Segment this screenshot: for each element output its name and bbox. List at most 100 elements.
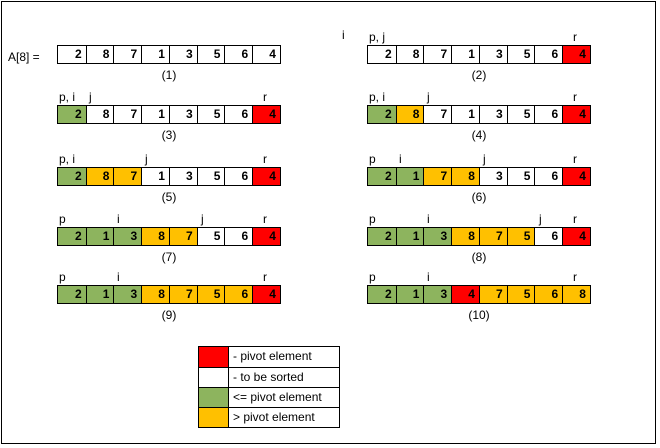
array-cell: 7 [423, 106, 452, 123]
array-cell: 4 [451, 286, 479, 303]
array-cell: 4 [562, 106, 590, 123]
array-cell: 4 [252, 46, 280, 63]
pointer-label: j [145, 152, 148, 166]
step-caption: (2) [471, 68, 487, 82]
array-cell: 6 [534, 46, 563, 63]
array-cell: 5 [506, 168, 535, 185]
step-8: p i j r 2 1 3 8 7 5 6 4 (8) [367, 212, 607, 274]
array-cell: 5 [196, 106, 225, 123]
array-cell: 1 [85, 228, 114, 245]
array-cell: 8 [85, 168, 114, 185]
step-6: p i j r 2 1 7 8 3 5 6 4 (6) [367, 152, 607, 214]
array-cell: 4 [562, 46, 590, 63]
array-cell: 7 [168, 228, 197, 245]
pointer-label: i [427, 270, 430, 284]
array-cell: 6 [534, 286, 563, 303]
array-label: A[8] = [8, 50, 40, 64]
pointer-label: i [117, 270, 120, 284]
array-cell: 8 [141, 228, 169, 245]
step-caption: (9) [161, 308, 177, 322]
pointer-label: j [201, 212, 204, 226]
array-cell: 3 [423, 228, 452, 245]
array-cell: 8 [85, 106, 114, 123]
array-cell: 4 [562, 168, 590, 185]
array-cell: 1 [451, 46, 479, 63]
pointer-label: r [573, 212, 577, 226]
array-cell: 8 [451, 228, 479, 245]
array-cell: 2 [368, 286, 396, 303]
step-caption: (1) [161, 68, 177, 82]
array-cell: 7 [423, 168, 452, 185]
array-cell: 2 [368, 106, 396, 123]
array-cell: 6 [224, 46, 253, 63]
array-cell: 5 [506, 286, 535, 303]
pointer-label: r [263, 90, 267, 104]
array-cell: 1 [141, 168, 169, 185]
array-cell: 7 [113, 168, 142, 185]
array-cell: 8 [562, 286, 590, 303]
legend-label: - pivot element [233, 349, 312, 363]
legend-swatch [199, 368, 229, 387]
array-cell: 8 [85, 46, 114, 63]
array-cell: 8 [395, 106, 424, 123]
pointer-label: i [427, 212, 430, 226]
pointer-label: r [573, 152, 577, 166]
array-cell: 2 [58, 228, 86, 245]
pointer-label: p, j [369, 30, 386, 44]
array-cell: 5 [196, 168, 225, 185]
array-cell: 2 [368, 228, 396, 245]
array-cell: 8 [141, 286, 169, 303]
step-5: p, i j r 2 8 7 1 3 5 6 4 (5) [57, 152, 297, 214]
array-cell: 1 [395, 168, 424, 185]
pointer-label: p [369, 152, 376, 166]
array-cell: 3 [113, 228, 142, 245]
step-10: p i r 2 1 3 4 7 5 6 8 (10) [367, 270, 607, 332]
step-2: i p, j r 2 8 7 1 3 5 6 4 (2) [342, 28, 607, 92]
legend: - pivot element - to be sorted <= pivot el… [198, 346, 340, 428]
pointer-label: i [342, 28, 345, 42]
legend-swatch [199, 388, 229, 407]
pointer-label: j [89, 90, 92, 104]
array-cell: 5 [196, 286, 225, 303]
pointer-label: j [483, 152, 486, 166]
pointer-label: r [573, 270, 577, 284]
array-cell: 3 [168, 168, 197, 185]
pointer-label: p [369, 270, 376, 284]
array-cell: 1 [85, 286, 114, 303]
array-cell: 1 [141, 46, 169, 63]
array-cell: 7 [113, 46, 142, 63]
array-cell: 3 [478, 168, 507, 185]
pointer-label: p [59, 270, 66, 284]
pointer-label: r [573, 30, 577, 44]
array-cell: 5 [506, 106, 535, 123]
pointer-label: r [263, 212, 267, 226]
array-cell: 7 [113, 106, 142, 123]
step-caption: (3) [161, 128, 177, 142]
array-cell: 6 [534, 228, 563, 245]
step-caption: (10) [468, 308, 490, 322]
step-caption: (5) [161, 190, 177, 204]
array-cell: 6 [534, 106, 563, 123]
step-3: p, i j r 2 8 7 1 3 5 6 4 (3) [57, 90, 297, 152]
array-cell: 4 [252, 168, 280, 185]
legend-item-none: - to be sorted [199, 367, 339, 387]
array-cell: 3 [168, 46, 197, 63]
pointer-label: j [427, 90, 430, 104]
legend-item-le: <= pivot element [199, 387, 339, 407]
pointer-label: r [263, 270, 267, 284]
array-cell: 2 [58, 106, 86, 123]
array-cell: 5 [196, 46, 225, 63]
legend-label: <= pivot element [233, 390, 322, 404]
array-cell: 4 [252, 286, 280, 303]
array-cell: 5 [506, 46, 535, 63]
pointer-label: p [59, 212, 66, 226]
legend-label: > pivot element [233, 410, 315, 424]
